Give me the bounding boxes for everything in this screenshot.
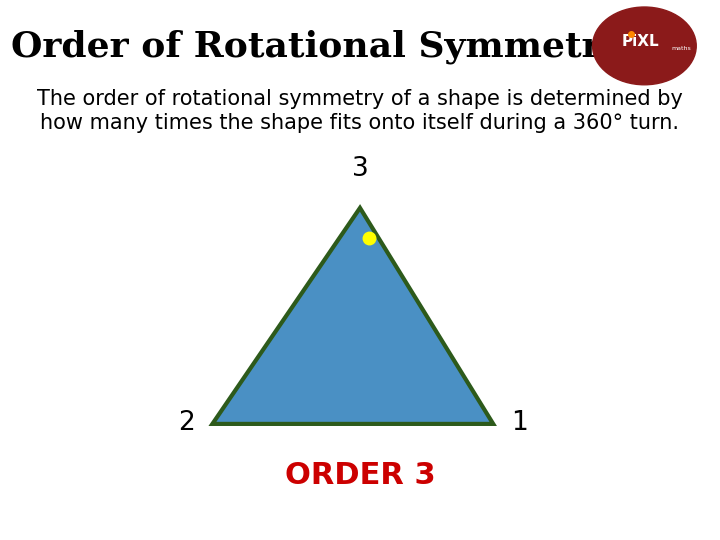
Text: 3: 3	[351, 156, 369, 182]
Text: PiXL: PiXL	[622, 34, 660, 49]
Text: Order of Rotational Symmetry: Order of Rotational Symmetry	[12, 30, 622, 64]
Text: ORDER 3: ORDER 3	[284, 461, 436, 490]
Polygon shape	[212, 208, 493, 424]
Text: 1: 1	[511, 410, 528, 436]
Circle shape	[593, 7, 696, 85]
Text: The order of rotational symmetry of a shape is determined by: The order of rotational symmetry of a sh…	[37, 89, 683, 109]
Text: how many times the shape fits onto itself during a 360° turn.: how many times the shape fits onto itsel…	[40, 113, 680, 133]
Text: maths: maths	[672, 46, 691, 51]
Text: 2: 2	[178, 410, 194, 436]
